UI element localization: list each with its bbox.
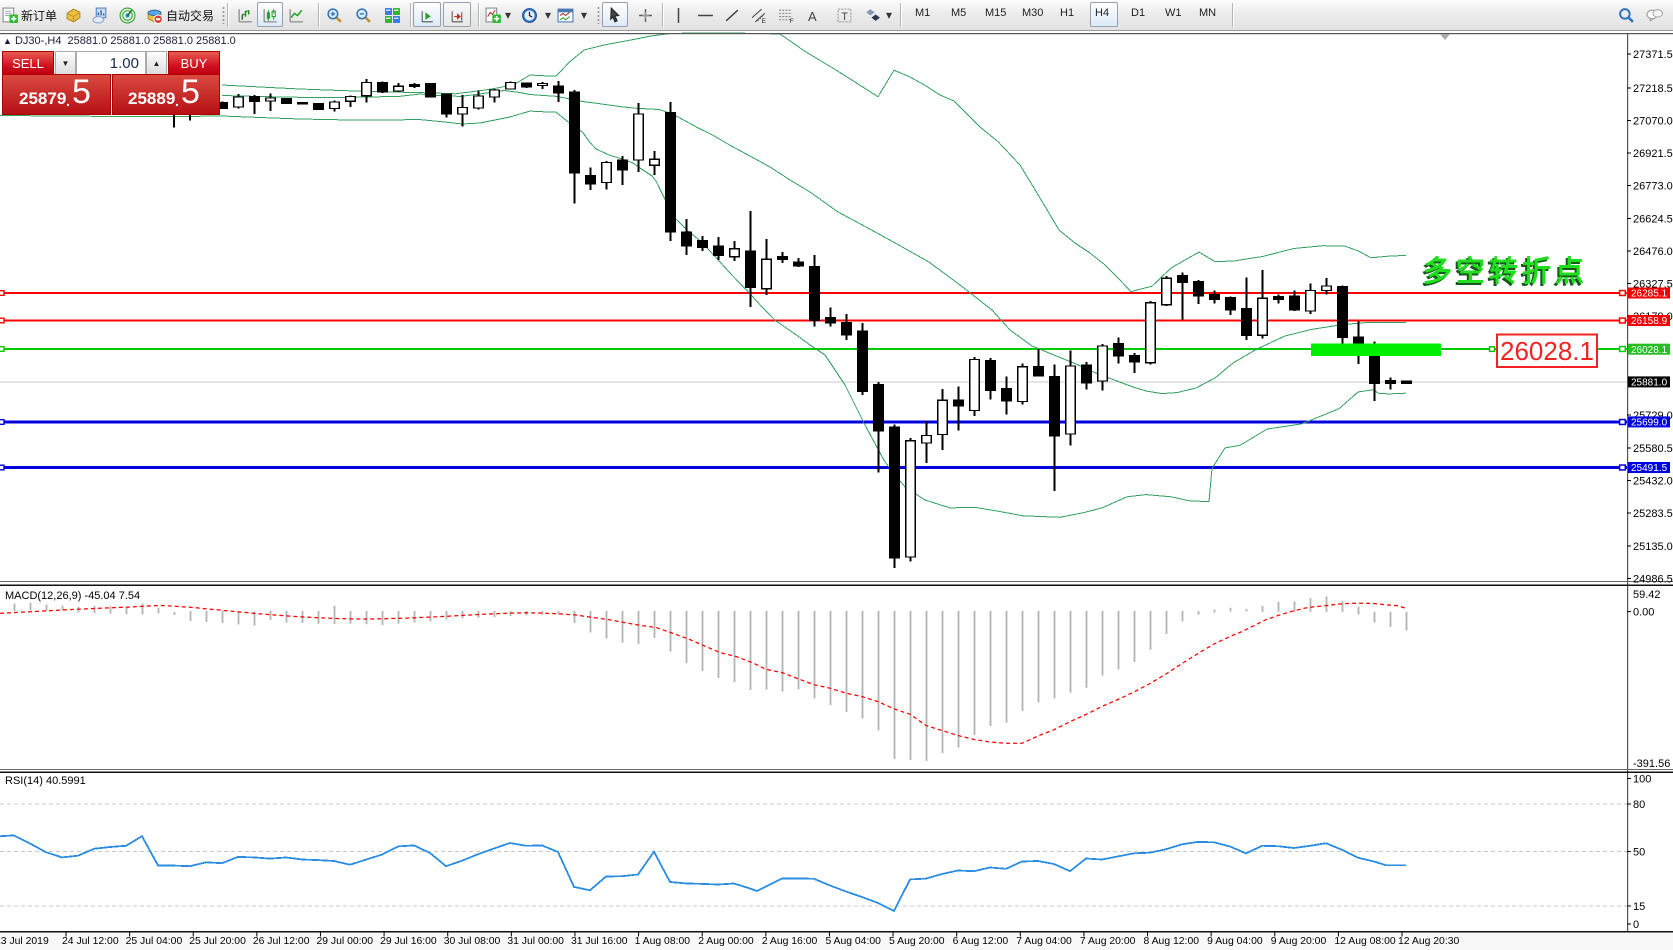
svg-text:29 Jul 00:00: 29 Jul 00:00: [316, 936, 373, 947]
svg-text:31 Jul 16:00: 31 Jul 16:00: [571, 936, 628, 947]
svg-text:6 Aug 12:00: 6 Aug 12:00: [953, 936, 1009, 947]
svg-text:E: E: [762, 18, 766, 24]
svg-text:2 Aug 00:00: 2 Aug 00:00: [698, 936, 754, 947]
svg-text:5 Aug 04:00: 5 Aug 04:00: [825, 936, 881, 947]
svg-text:26285.1: 26285.1: [1631, 289, 1668, 300]
svg-text:多空转折点: 多空转折点: [1423, 254, 1588, 288]
svg-text:26476.0: 26476.0: [1633, 246, 1673, 258]
svg-text:8 Aug 12:00: 8 Aug 12:00: [1144, 936, 1200, 947]
svg-text:F: F: [790, 18, 794, 24]
svg-text:26 Jul 12:00: 26 Jul 12:00: [253, 936, 310, 947]
svg-text:26158.9: 26158.9: [1631, 316, 1668, 327]
svg-text:23 Jul 2019: 23 Jul 2019: [0, 936, 49, 947]
svg-text:80: 80: [1633, 799, 1645, 811]
svg-text:25 Jul 04:00: 25 Jul 04:00: [126, 936, 183, 947]
svg-text:59.42: 59.42: [1633, 589, 1661, 601]
svg-text:24986.5: 24986.5: [1633, 574, 1673, 586]
svg-text:25135.0: 25135.0: [1633, 541, 1673, 553]
svg-text:27070.0: 27070.0: [1633, 116, 1673, 128]
svg-text:25432.0: 25432.0: [1633, 476, 1673, 488]
svg-text:25580.5: 25580.5: [1633, 443, 1673, 455]
svg-text:9 Aug 04:00: 9 Aug 04:00: [1207, 936, 1263, 947]
svg-text:100: 100: [1633, 774, 1651, 786]
svg-text:27218.5: 27218.5: [1633, 83, 1673, 95]
svg-text:MACD(12,26,9) -45.04 7.54: MACD(12,26,9) -45.04 7.54: [5, 590, 140, 602]
svg-text:26773.0: 26773.0: [1633, 181, 1673, 193]
svg-text:27371.5: 27371.5: [1633, 49, 1673, 61]
svg-text:7 Aug 20:00: 7 Aug 20:00: [1080, 936, 1136, 947]
svg-text:50: 50: [1633, 847, 1645, 859]
svg-text:1 Aug 08:00: 1 Aug 08:00: [635, 936, 691, 947]
svg-text:5 Aug 20:00: 5 Aug 20:00: [889, 936, 945, 947]
svg-text:25881.0: 25881.0: [1631, 378, 1668, 389]
svg-text:25491.5: 25491.5: [1631, 463, 1668, 474]
svg-text:12 Aug 20:30: 12 Aug 20:30: [1398, 936, 1459, 947]
svg-text:7 Aug 04:00: 7 Aug 04:00: [1016, 936, 1072, 947]
svg-text:15: 15: [1633, 901, 1645, 913]
svg-text:12 Aug 08:00: 12 Aug 08:00: [1334, 936, 1395, 947]
svg-text:25699.0: 25699.0: [1631, 418, 1668, 429]
svg-text:RSI(14) 40.5991: RSI(14) 40.5991: [5, 775, 86, 787]
svg-text:25283.5: 25283.5: [1633, 508, 1673, 520]
svg-text:2 Aug 16:00: 2 Aug 16:00: [762, 936, 818, 947]
svg-text:24 Jul 12:00: 24 Jul 12:00: [62, 936, 119, 947]
svg-text:25 Jul 20:00: 25 Jul 20:00: [189, 936, 246, 947]
svg-text:31 Jul 00:00: 31 Jul 00:00: [507, 936, 564, 947]
svg-text:9 Aug 20:00: 9 Aug 20:00: [1271, 936, 1327, 947]
svg-text:26624.5: 26624.5: [1633, 214, 1673, 226]
svg-text:26028.1: 26028.1: [1500, 336, 1594, 366]
svg-text:T: T: [841, 11, 848, 23]
svg-text:29 Jul 16:00: 29 Jul 16:00: [380, 936, 437, 947]
svg-text:26028.1: 26028.1: [1631, 345, 1668, 356]
svg-text:26921.5: 26921.5: [1633, 148, 1673, 160]
svg-text:30 Jul 08:00: 30 Jul 08:00: [444, 936, 501, 947]
svg-text:-391.56: -391.56: [1633, 758, 1670, 770]
svg-text:0: 0: [1633, 919, 1639, 931]
svg-text:0.00: 0.00: [1633, 607, 1654, 619]
